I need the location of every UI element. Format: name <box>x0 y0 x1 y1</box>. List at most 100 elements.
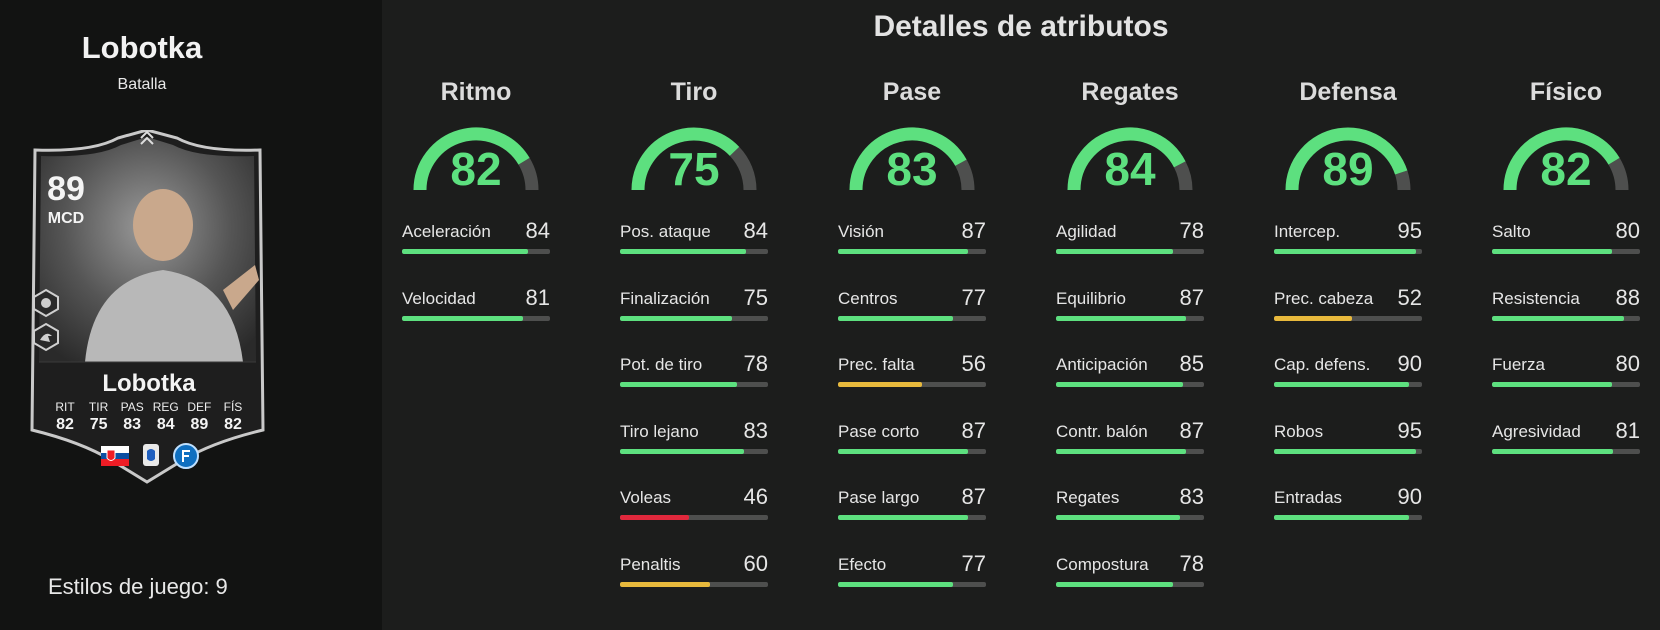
attribute-bar-fill <box>620 448 745 454</box>
attribute-value: 95 <box>1397 218 1422 243</box>
player-card[interactable]: 89 MCD Lobotka RIT 82 TIR 75 PAS 83 <box>23 130 272 490</box>
attribute-bar <box>620 448 768 454</box>
category-title: Pase <box>882 78 942 106</box>
player-panel: Lobotka Batalla 89 MCD <box>0 0 382 630</box>
attribute-bar-fill <box>1274 249 1417 254</box>
attribute-name: Centros <box>838 288 898 308</box>
attribute-row: Compostura 78 <box>1050 547 1210 614</box>
attribute-bar <box>838 249 986 254</box>
attribute-name: Pase corto <box>838 421 920 441</box>
card-stat-fis: FÍS 82 <box>223 400 243 433</box>
category-title: Tiro <box>670 78 718 106</box>
attribute-row: Regates 83 <box>1050 480 1210 547</box>
gauge-track <box>729 146 757 191</box>
attribute-bar-fill <box>1274 515 1409 520</box>
attribute-bar-fill <box>838 249 969 254</box>
attribute-row: Centros 77 <box>832 281 992 348</box>
attribute-row: Prec. falta 56 <box>832 347 992 414</box>
category-pase: Pase 83 Visión 87 Centros 77 Prec. falta 56 Pase… <box>832 78 992 613</box>
attribute-name: Visión <box>838 222 884 241</box>
attribute-value: 87 <box>961 218 986 243</box>
attribute-row: Pase corto 87 <box>832 414 992 481</box>
attribute-bar <box>620 515 768 520</box>
attribute-bar-fill <box>620 581 710 587</box>
attribute-value: 77 <box>961 550 986 576</box>
attribute-bar-fill <box>1056 382 1184 387</box>
attribute-bar <box>402 249 550 254</box>
category-tiro: Tiro 75 Pos. ataque 84 Finalización 75 Pot. de… <box>614 78 774 613</box>
attribute-name: Cap. defens. <box>1274 355 1371 374</box>
attribute-bar-fill <box>402 249 528 254</box>
card-stat-def: DEF 89 <box>187 400 212 433</box>
attribute-value: 78 <box>1179 550 1204 576</box>
attribute-value: 85 <box>1179 351 1204 376</box>
card-stat-pas: PAS 83 <box>120 400 144 433</box>
attribute-row: Pot. de tiro 78 <box>614 347 774 414</box>
attribute-name: Equilibrio <box>1056 288 1126 308</box>
attribute-value: 80 <box>1615 218 1640 243</box>
attribute-row: Tiro lejano 83 <box>614 414 774 481</box>
attribute-name: Agilidad <box>1056 222 1117 241</box>
attribute-row: Agilidad 78 <box>1050 214 1210 281</box>
attribute-value: 84 <box>743 218 768 243</box>
attribute-row: Resistencia 88 <box>1486 281 1646 348</box>
attribute-bar-fill <box>838 315 954 321</box>
attribute-bar-fill <box>1056 581 1173 587</box>
attribute-bar-fill <box>1492 249 1612 254</box>
attribute-value: 46 <box>743 484 768 509</box>
category-rating: 89 <box>1322 143 1374 195</box>
gauge-fill <box>1067 127 1186 191</box>
attribute-value: 52 <box>1397 284 1422 310</box>
card-position: MCD <box>47 210 85 227</box>
attribute-name: Pot. de tiro <box>620 355 703 374</box>
attribute-list: Agilidad 78 Equilibrio 87 Anticipación 85 Cont… <box>1050 214 1210 613</box>
attribute-bar <box>1274 448 1422 454</box>
attribute-bar-fill <box>1274 382 1409 387</box>
attribute-bar <box>838 515 986 520</box>
attribute-bar <box>838 448 986 454</box>
attribute-bar <box>1056 382 1204 387</box>
attribute-bar-fill <box>1274 448 1417 454</box>
attribute-bar-fill <box>620 249 746 254</box>
attribute-bar <box>1056 249 1204 254</box>
attribute-bar <box>1056 581 1204 587</box>
attribute-bar <box>620 249 768 254</box>
attribute-row: Cap. defens. 90 <box>1268 347 1428 414</box>
attribute-name: Entradas <box>1274 488 1343 507</box>
attribute-bar <box>838 315 986 321</box>
category-rating: 75 <box>668 143 720 195</box>
category-ritmo: Ritmo 82 Aceleración 84 Velocidad 81 <box>396 78 556 347</box>
gauge-track <box>955 159 975 191</box>
attribute-bar <box>1492 382 1640 387</box>
player-name: Lobotka <box>81 30 203 65</box>
attribute-name: Compostura <box>1056 554 1149 574</box>
nation-flag-icon <box>101 446 129 466</box>
attribute-bar-fill <box>838 382 922 387</box>
attribute-bar <box>1274 382 1422 387</box>
attribute-bar-fill <box>402 315 524 321</box>
attribute-value: 78 <box>1179 218 1204 243</box>
attribute-bar-fill <box>620 382 737 387</box>
card-frame <box>30 130 265 484</box>
playstyles-count[interactable]: Estilos de juego: 9 <box>48 574 228 599</box>
gauge-fill <box>1285 127 1408 191</box>
attribute-value: 88 <box>1615 284 1640 310</box>
attribute-row: Intercep. 95 <box>1268 214 1428 281</box>
attribute-bar-fill <box>1056 249 1173 254</box>
category-gauge: 89 <box>1268 120 1428 200</box>
gauge-track <box>518 157 539 191</box>
category-defensa: Defensa 89 Intercep. 95 Prec. cabeza 52 Cap. d… <box>1268 78 1428 547</box>
attribute-name: Penaltis <box>620 554 681 574</box>
attribute-list: Aceleración 84 Velocidad 81 <box>396 214 556 347</box>
page-title: Detalles de atributos <box>873 10 1169 43</box>
card-rating: 89 <box>47 170 85 208</box>
attribute-bar <box>1274 515 1422 520</box>
attribute-row: Aceleración 84 <box>396 214 556 281</box>
attribute-value: 87 <box>961 484 986 509</box>
attribute-bar <box>1056 448 1204 454</box>
attribute-bar-fill <box>1056 515 1181 520</box>
attribute-bar <box>1274 315 1422 321</box>
attribute-bar <box>1056 515 1204 520</box>
attribute-bar-fill <box>620 315 733 321</box>
card-stats: RIT 82 TIR 75 PAS 83 REG 84 DEF 89 FÍS 82 <box>49 400 249 434</box>
